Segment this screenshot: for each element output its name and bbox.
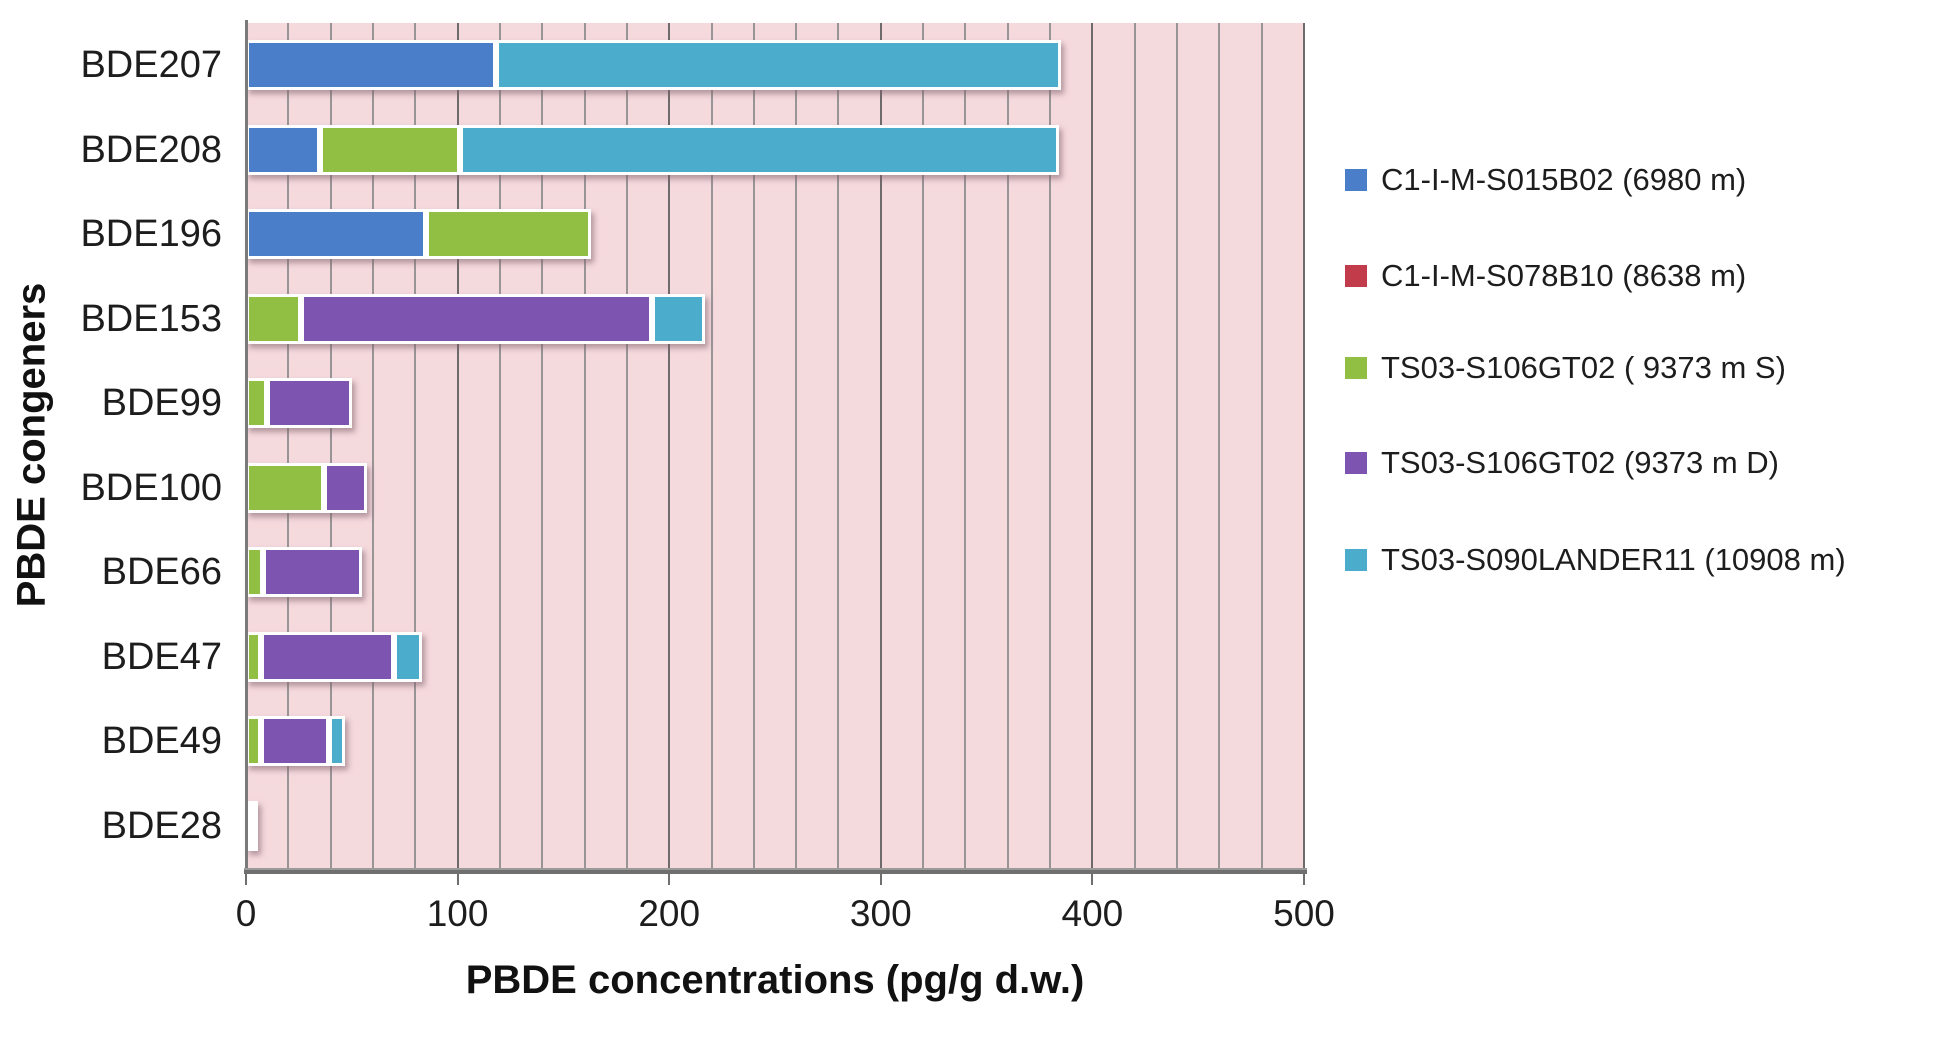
gridline-360 — [1006, 23, 1009, 868]
bar-segment — [246, 124, 321, 175]
x-tick-200 — [668, 872, 671, 885]
bar-segment — [394, 631, 422, 682]
bar-bde47 — [246, 631, 422, 682]
bar-segment — [246, 547, 263, 598]
legend-item: C1-I-M-S078B10 (8638 m) — [1345, 254, 1746, 298]
category-label-bde208: BDE208 — [80, 128, 222, 171]
bar-bde196 — [246, 209, 591, 260]
gridline-500 — [1303, 23, 1305, 868]
gridline-200 — [668, 23, 671, 868]
gridline-40 — [329, 23, 332, 868]
bar-segment — [246, 378, 268, 429]
legend-label: TS03-S106GT02 (9373 m D) — [1381, 445, 1780, 480]
x-tick-label-300: 300 — [849, 893, 912, 934]
bar-segment — [320, 124, 460, 175]
gridline-400 — [1091, 23, 1094, 868]
category-label-bde28: BDE28 — [101, 804, 222, 847]
bar-bde207 — [246, 40, 1061, 91]
gridline-180 — [625, 23, 628, 868]
x-tick-300 — [879, 872, 882, 885]
bar-segment — [262, 547, 363, 598]
gridline-480 — [1260, 23, 1263, 868]
category-label-bde153: BDE153 — [80, 297, 222, 340]
category-label-bde66: BDE66 — [101, 551, 222, 594]
bar-segment — [246, 293, 302, 344]
legend-label: TS03-S106GT02 ( 9373 m S) — [1381, 350, 1786, 385]
bar-segment — [495, 40, 1061, 91]
gridline-280 — [837, 23, 840, 868]
gridline-120 — [498, 23, 501, 868]
gridline-20 — [287, 23, 290, 868]
gridline-320 — [922, 23, 925, 868]
gridline-160 — [583, 23, 586, 868]
bar-segment — [267, 378, 352, 429]
legend-swatch-icon — [1345, 452, 1367, 474]
bar-segment — [246, 716, 261, 767]
gridline-440 — [1176, 23, 1179, 868]
legend-swatch-icon — [1345, 549, 1367, 571]
x-tick-label-500: 500 — [1273, 893, 1335, 934]
bar-segment — [246, 40, 496, 91]
x-tick-100 — [456, 872, 459, 885]
legend-swatch-icon — [1345, 169, 1367, 191]
bar-segment — [652, 293, 706, 344]
bar-segment — [260, 716, 329, 767]
legend-swatch-icon — [1345, 357, 1367, 379]
gridline-340 — [964, 23, 967, 868]
x-tick-label-0: 0 — [235, 893, 257, 934]
legend-label: C1-I-M-S078B10 (8638 m) — [1381, 258, 1747, 293]
category-label-bde196: BDE196 — [80, 213, 222, 256]
category-label-bde99: BDE99 — [101, 382, 222, 425]
category-label-bde100: BDE100 — [80, 466, 222, 509]
bar-segment — [246, 209, 426, 260]
gridline-300 — [879, 23, 882, 868]
y-axis-line — [245, 20, 248, 870]
category-label-bde47: BDE47 — [101, 635, 222, 678]
gridline-220 — [710, 23, 713, 868]
bar-segment — [301, 293, 653, 344]
x-tick-500 — [1303, 872, 1305, 885]
x-axis-line — [244, 868, 1307, 874]
legend-item: TS03-S106GT02 ( 9373 m S) — [1345, 346, 1786, 390]
gridline-140 — [541, 23, 544, 868]
bar-segment — [324, 462, 367, 513]
bar-segment — [260, 631, 395, 682]
bar-segment — [246, 631, 261, 682]
x-axis-title: PBDE concentrations (pg/g d.w.) — [465, 958, 1085, 1002]
gridline-100 — [456, 23, 459, 868]
gridline-260 — [795, 23, 798, 868]
bar-bde153 — [246, 293, 706, 344]
bar-bde49 — [246, 716, 346, 767]
gridline-60 — [371, 23, 374, 868]
category-label-bde49: BDE49 — [101, 720, 222, 763]
bar-segment — [246, 462, 325, 513]
legend-label: C1-I-M-S015B02 (6980 m) — [1381, 162, 1747, 197]
bar-segment — [459, 124, 1059, 175]
legend-item: TS03-S106GT02 (9373 m D) — [1345, 441, 1779, 485]
category-label-bde207: BDE207 — [80, 44, 222, 87]
x-tick-400 — [1091, 872, 1094, 885]
bar-segment — [328, 716, 346, 767]
bar-segment — [425, 209, 591, 260]
plot-area — [246, 23, 1305, 868]
legend-item: C1-I-M-S015B02 (6980 m) — [1345, 158, 1746, 202]
legend-swatch-icon — [1345, 265, 1367, 287]
bar-bde100 — [246, 462, 367, 513]
x-tick-label-100: 100 — [426, 893, 489, 934]
legend-label: TS03-S090LANDER11 (10908 m) — [1381, 542, 1846, 577]
legend-item: TS03-S090LANDER11 (10908 m) — [1345, 538, 1846, 582]
gridline-80 — [414, 23, 417, 868]
x-tick-label-400: 400 — [1061, 893, 1124, 934]
gridline-240 — [752, 23, 755, 868]
gridline-420 — [1133, 23, 1136, 868]
bar-bde99 — [246, 378, 352, 429]
x-tick-0 — [245, 872, 247, 885]
bar-segment — [252, 800, 258, 851]
gridline-380 — [1049, 23, 1052, 868]
bar-bde208 — [246, 124, 1059, 175]
x-tick-label-200: 200 — [638, 893, 701, 934]
bar-bde66 — [246, 547, 363, 598]
gridline-460 — [1218, 23, 1221, 868]
